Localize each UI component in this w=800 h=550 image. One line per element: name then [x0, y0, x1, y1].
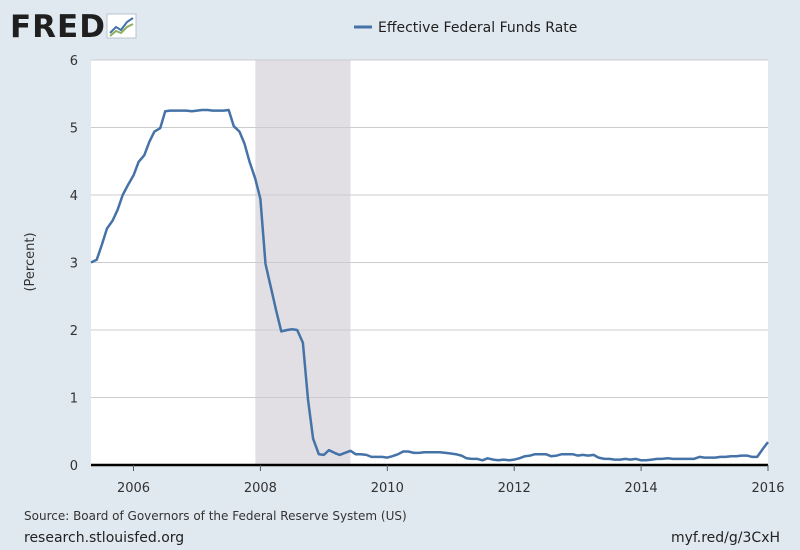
legend-label: Effective Federal Funds Rate	[378, 20, 577, 36]
site-link[interactable]: research.stlouisfed.org	[24, 530, 185, 546]
source-note: Source: Board of Governors of the Federa…	[24, 509, 407, 523]
series-line-effective-federal-funds-rate	[90, 108, 769, 462]
fred-logo-text: FRED	[10, 9, 106, 45]
x-tick-label: 2006	[117, 481, 150, 496]
fred-logo[interactable]: FRED	[10, 9, 137, 45]
y-tick-label: 2	[70, 324, 78, 339]
y-tick-label: 0	[70, 459, 78, 474]
x-tick-label: 2014	[625, 481, 658, 496]
x-tick-label: 2016	[751, 481, 784, 496]
y-tick-label: 1	[70, 392, 78, 407]
fred-logo-graph-icon	[106, 13, 137, 39]
y-tick-label: 6	[70, 54, 78, 69]
y-axis-title: (Percent)	[23, 232, 38, 291]
legend: Effective Federal Funds Rate	[354, 20, 577, 36]
y-tick-label: 3	[70, 257, 78, 272]
short-link[interactable]: myf.red/g/3CxH	[670, 530, 780, 546]
x-tick-label: 2012	[498, 481, 531, 496]
y-tick-label: 4	[70, 189, 78, 204]
x-tick-label: 2008	[244, 481, 277, 496]
x-tick-label: 2010	[371, 481, 404, 496]
y-tick-label: 5	[70, 122, 78, 137]
